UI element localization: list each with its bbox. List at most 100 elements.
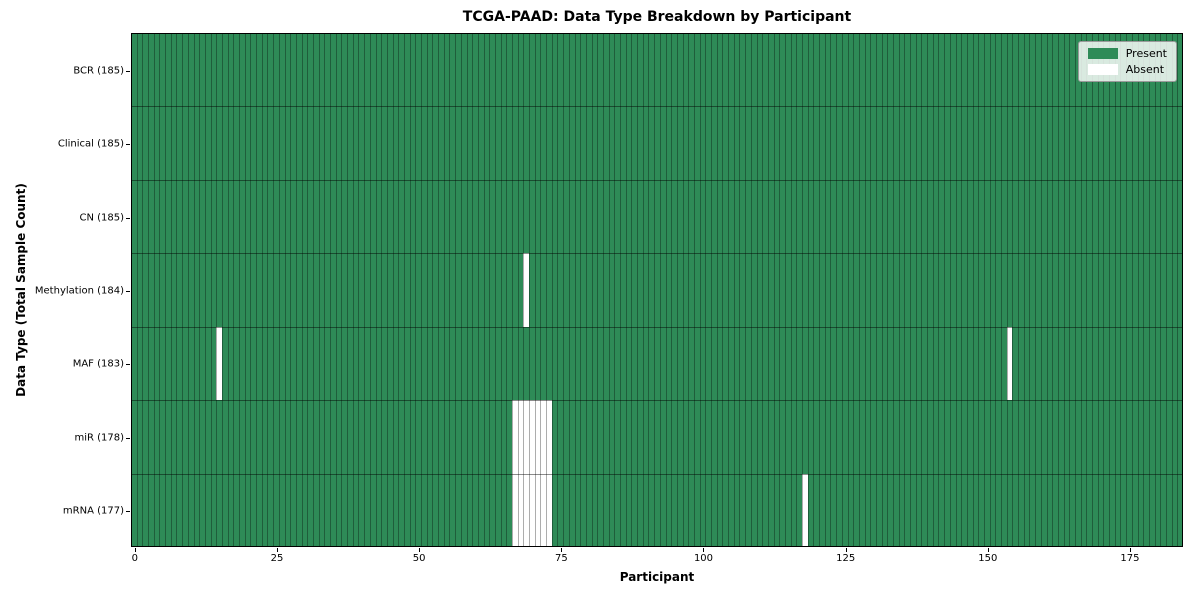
cell-edge bbox=[307, 33, 309, 547]
chart-title: TCGA-PAAD: Data Type Breakdown by Partic… bbox=[462, 9, 852, 25]
cell-edge bbox=[1074, 33, 1076, 547]
row-separator bbox=[131, 179, 1183, 181]
row-separator bbox=[131, 400, 1183, 402]
cell-edge bbox=[870, 33, 872, 547]
cell-edge bbox=[364, 33, 366, 547]
cell-edge bbox=[1109, 33, 1111, 547]
cell-edge bbox=[824, 33, 826, 547]
cell-edge bbox=[415, 33, 417, 547]
cell-edge bbox=[540, 33, 542, 547]
cell-edge bbox=[221, 33, 223, 547]
cell-edge bbox=[392, 33, 394, 547]
cell-edge bbox=[767, 33, 769, 547]
cell-edge bbox=[779, 33, 781, 547]
x-tick-mark bbox=[703, 548, 705, 552]
cell-edge bbox=[1046, 33, 1048, 547]
cell-edge bbox=[455, 33, 457, 547]
cell-edge bbox=[1143, 33, 1145, 547]
cell-edge bbox=[591, 33, 593, 547]
cell-edge bbox=[324, 33, 326, 547]
cell-edge bbox=[693, 33, 695, 547]
cell-edge bbox=[898, 33, 900, 547]
cell-edge bbox=[1001, 33, 1003, 547]
cell-edge bbox=[671, 33, 673, 547]
cell-edge bbox=[784, 33, 786, 547]
cell-edge bbox=[187, 33, 189, 547]
cell-edge bbox=[1086, 33, 1088, 547]
cell-edge bbox=[1165, 33, 1167, 547]
absent-cells-MAF bbox=[1006, 326, 1013, 401]
cell-edge bbox=[1092, 33, 1094, 547]
row-separator bbox=[131, 253, 1183, 255]
cell-edge bbox=[506, 33, 508, 547]
y-tick-mark bbox=[126, 511, 130, 513]
cell-edge bbox=[449, 33, 451, 547]
cell-edge bbox=[961, 33, 963, 547]
cell-edge bbox=[904, 33, 906, 547]
y-tick-mark bbox=[126, 70, 130, 72]
cell-edge bbox=[500, 33, 502, 547]
cell-edge bbox=[244, 33, 246, 547]
cell-edge bbox=[517, 33, 519, 547]
cell-edge bbox=[398, 33, 400, 547]
cell-edge bbox=[659, 33, 661, 547]
cell-edge bbox=[875, 33, 877, 547]
y-tick-label: mRNA (177) bbox=[62, 505, 124, 517]
cell-edge bbox=[796, 33, 798, 547]
cell-edge bbox=[1012, 33, 1014, 547]
cell-edge bbox=[290, 33, 292, 547]
cell-edge bbox=[318, 33, 320, 547]
legend-item-present: Present bbox=[1087, 48, 1167, 59]
cell-edge bbox=[949, 33, 951, 547]
cell-edge bbox=[654, 33, 656, 547]
legend-absent-swatch bbox=[1087, 64, 1118, 75]
y-axis-label: Data Type (Total Sample Count) bbox=[14, 183, 28, 397]
cell-edge bbox=[716, 33, 718, 547]
cell-edge bbox=[182, 33, 184, 547]
cell-edge bbox=[585, 33, 587, 547]
row-separator bbox=[131, 106, 1183, 108]
cell-edge bbox=[966, 33, 968, 547]
y-tick-label: miR (178) bbox=[74, 432, 124, 444]
cell-edge bbox=[819, 33, 821, 547]
cell-edge bbox=[665, 33, 667, 547]
cell-edge bbox=[631, 33, 633, 547]
cell-edge bbox=[489, 33, 491, 547]
cell-edge bbox=[944, 33, 946, 547]
cell-edge bbox=[1080, 33, 1082, 547]
cell-edge bbox=[802, 33, 803, 547]
y-tick-label: BCR (185) bbox=[73, 65, 124, 77]
cell-edge bbox=[932, 33, 934, 547]
cell-edge bbox=[995, 33, 997, 547]
cell-edge bbox=[256, 33, 258, 547]
cell-edge bbox=[1035, 33, 1037, 547]
cell-edge bbox=[216, 33, 218, 547]
cell-edge bbox=[375, 33, 377, 547]
absent-cells-Methylation bbox=[523, 253, 530, 327]
y-tick-mark bbox=[126, 364, 130, 366]
y-tick-mark bbox=[126, 437, 130, 439]
cell-edge bbox=[1063, 33, 1065, 547]
row-separator bbox=[131, 326, 1183, 328]
cell-edge bbox=[864, 33, 866, 547]
row-separator bbox=[131, 473, 1183, 475]
cell-edge bbox=[204, 33, 206, 547]
cell-edge bbox=[352, 33, 354, 547]
cell-edge bbox=[580, 33, 582, 547]
y-tick-mark bbox=[126, 217, 130, 219]
cell-edge bbox=[1160, 33, 1162, 547]
cell-edge bbox=[1006, 33, 1008, 547]
cell-edge bbox=[722, 33, 724, 547]
cell-edge bbox=[432, 33, 434, 547]
cell-edge bbox=[386, 33, 388, 547]
cell-edge bbox=[472, 33, 474, 547]
y-tick-label: MAF (183) bbox=[72, 358, 124, 370]
cell-edge bbox=[1126, 33, 1128, 547]
cell-edge bbox=[790, 33, 792, 547]
cell-edge bbox=[557, 33, 559, 547]
cell-edge bbox=[330, 33, 332, 547]
cell-edge bbox=[1029, 33, 1031, 547]
cell-edge bbox=[1018, 33, 1020, 547]
cell-edge bbox=[728, 33, 730, 547]
x-tick-mark bbox=[134, 548, 136, 552]
